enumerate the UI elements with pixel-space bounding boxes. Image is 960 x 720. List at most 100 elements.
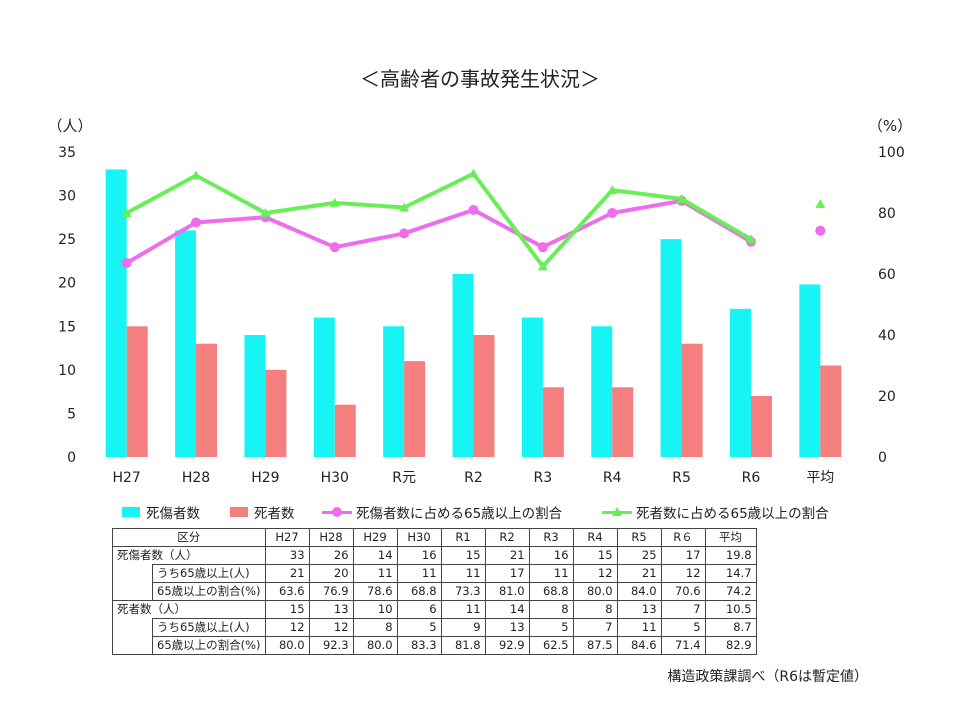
table-header-cell: R1 — [440, 528, 486, 547]
table-cell: 62.5 — [528, 636, 574, 655]
legend-swatch-deaths — [230, 507, 248, 517]
point-death-ratio — [537, 261, 548, 271]
table-cell: 8 — [352, 618, 398, 637]
table-cell: 84.6 — [616, 636, 662, 655]
table-header-cell: H27 — [264, 528, 310, 547]
x-tick-label: H27 — [113, 470, 141, 486]
table-row: うち65歳以上(人) 12 12 8 5 9 13 5 7 11 5 8.7 — [112, 618, 757, 637]
table-header-cell: H30 — [396, 528, 442, 547]
y-left-tick-label: 25 — [58, 232, 76, 248]
y-right-tick-label: 80 — [878, 206, 896, 222]
table-cell: 7 — [572, 618, 618, 637]
source-note: 構造政策課調べ（R6は暫定値） — [667, 669, 868, 685]
point-death-ratio — [121, 208, 132, 217]
table-cell: 21 — [616, 564, 662, 583]
table-header-cell: R5 — [616, 528, 662, 547]
bar-casualties — [452, 274, 474, 457]
table-header-cell: R６ — [660, 528, 706, 547]
legend-label-casualty-ratio: 死傷者数に占める65歳以上の割合 — [356, 506, 563, 522]
table-cell: 11 — [352, 564, 398, 583]
table-cell: 12 — [660, 564, 706, 583]
point-death-ratio — [815, 199, 826, 209]
bar-casualties — [105, 169, 127, 457]
line-death-ratio — [125, 171, 752, 270]
table-cell: 5 — [528, 618, 574, 637]
legend-item-deaths: 死者数 — [230, 502, 295, 522]
bar-casualties — [175, 230, 197, 457]
table-cell: 17 — [660, 546, 706, 565]
y-left-tick-label: 20 — [58, 276, 76, 292]
point-death-ratio — [607, 185, 618, 195]
bar-deaths — [404, 361, 426, 457]
table-cell: 13 — [484, 618, 530, 637]
accident-chart: ＜高齢者の事故発生状況＞ （人） （%） 0 5 10 15 20 25 30 35 0 20 4… — [47, 67, 912, 486]
table-cell: 20 — [308, 564, 354, 583]
table-cell: 13 — [308, 600, 354, 619]
table-cell: 12 — [572, 564, 618, 583]
table-cell: 63.6 — [264, 582, 310, 601]
table-cell: 9 — [440, 618, 486, 637]
table-cell: 74.2 — [704, 582, 757, 601]
x-tick-label: H28 — [182, 470, 210, 486]
table-row-label: うち65歳以上(人) — [152, 564, 266, 583]
point-casualty-ratio — [537, 242, 548, 253]
x-tick-label: R6 — [742, 470, 761, 486]
bar-casualties — [313, 317, 335, 457]
table-cell: 80.0 — [352, 636, 398, 655]
table-row-label: 65歳以上の割合(%) — [152, 636, 266, 655]
table-cell: 33 — [264, 546, 310, 565]
table-cell: 68.8 — [528, 582, 574, 601]
bar-deaths — [820, 365, 842, 457]
table-cell: 7 — [660, 600, 706, 619]
y-right-tick-label: 100 — [878, 145, 905, 161]
bar-casualties — [660, 239, 682, 457]
table-cell: 15 — [264, 600, 310, 619]
table-header-cell: R4 — [572, 528, 618, 547]
y-left-tick-label: 5 — [67, 406, 76, 422]
table-cell: 92.9 — [484, 636, 530, 655]
table-cell: 16 — [396, 546, 442, 565]
point-death-ratio — [260, 208, 271, 217]
legend-item-death-ratio: 死者数に占める65歳以上の割合 — [602, 502, 829, 522]
table-cell: 15 — [572, 546, 618, 565]
table-cell: 19.8 — [704, 546, 757, 565]
table-cell: 11 — [440, 600, 486, 619]
point-casualty-ratio — [329, 242, 340, 253]
table-cell: 68.8 — [396, 582, 442, 601]
bar-deaths — [542, 387, 564, 457]
x-tick-label: R2 — [464, 470, 483, 486]
bar-deaths — [265, 369, 287, 457]
legend-swatch-casualties — [122, 507, 140, 517]
data-table: 区分 H27 H28 H29 H30 R1 R2 R3 R4 R5 R６ 平均 死傷者数（人） 33 26 1… — [112, 528, 757, 655]
legend-label-death-ratio: 死者数に占める65歳以上の割合 — [636, 506, 829, 522]
bar-deaths — [126, 326, 148, 457]
legend-swatch-death-ratio — [602, 506, 632, 516]
table-row-label: うち65歳以上(人) — [152, 618, 266, 637]
table-group-label: 死者数（人） — [112, 600, 266, 619]
point-death-ratio — [399, 202, 410, 212]
y-left-tick-label: 0 — [67, 450, 76, 466]
y-left-axis-label: （人） — [47, 117, 92, 135]
x-tick-label: R元 — [392, 470, 416, 486]
y-right-tick-label: 20 — [878, 389, 896, 405]
point-death-ratio — [676, 193, 687, 203]
point-casualty-ratio — [607, 208, 618, 218]
table-cell: 14 — [484, 600, 530, 619]
y-right-tick-label: 0 — [878, 450, 887, 466]
bar-casualties — [383, 326, 405, 457]
line-casualty-ratio — [125, 198, 752, 265]
table-cell: 11 — [616, 618, 662, 637]
table-group-spacer — [112, 564, 153, 583]
table-cell: 81.0 — [484, 582, 530, 601]
table-cell: 80.0 — [572, 582, 618, 601]
table-header-cell: H29 — [352, 528, 398, 547]
table-cell: 70.6 — [660, 582, 706, 601]
table-cell: 25 — [616, 546, 662, 565]
table-cell: 21 — [264, 564, 310, 583]
table-cell: 13 — [616, 600, 662, 619]
x-tick-label: H29 — [251, 470, 279, 486]
bar-deaths — [196, 343, 218, 457]
table-row: 65歳以上の割合(%) 80.0 92.3 80.0 83.3 81.8 92.9 62.5 8… — [112, 636, 757, 655]
bar-deaths — [681, 343, 703, 457]
y-left-tick-label: 30 — [58, 189, 76, 205]
